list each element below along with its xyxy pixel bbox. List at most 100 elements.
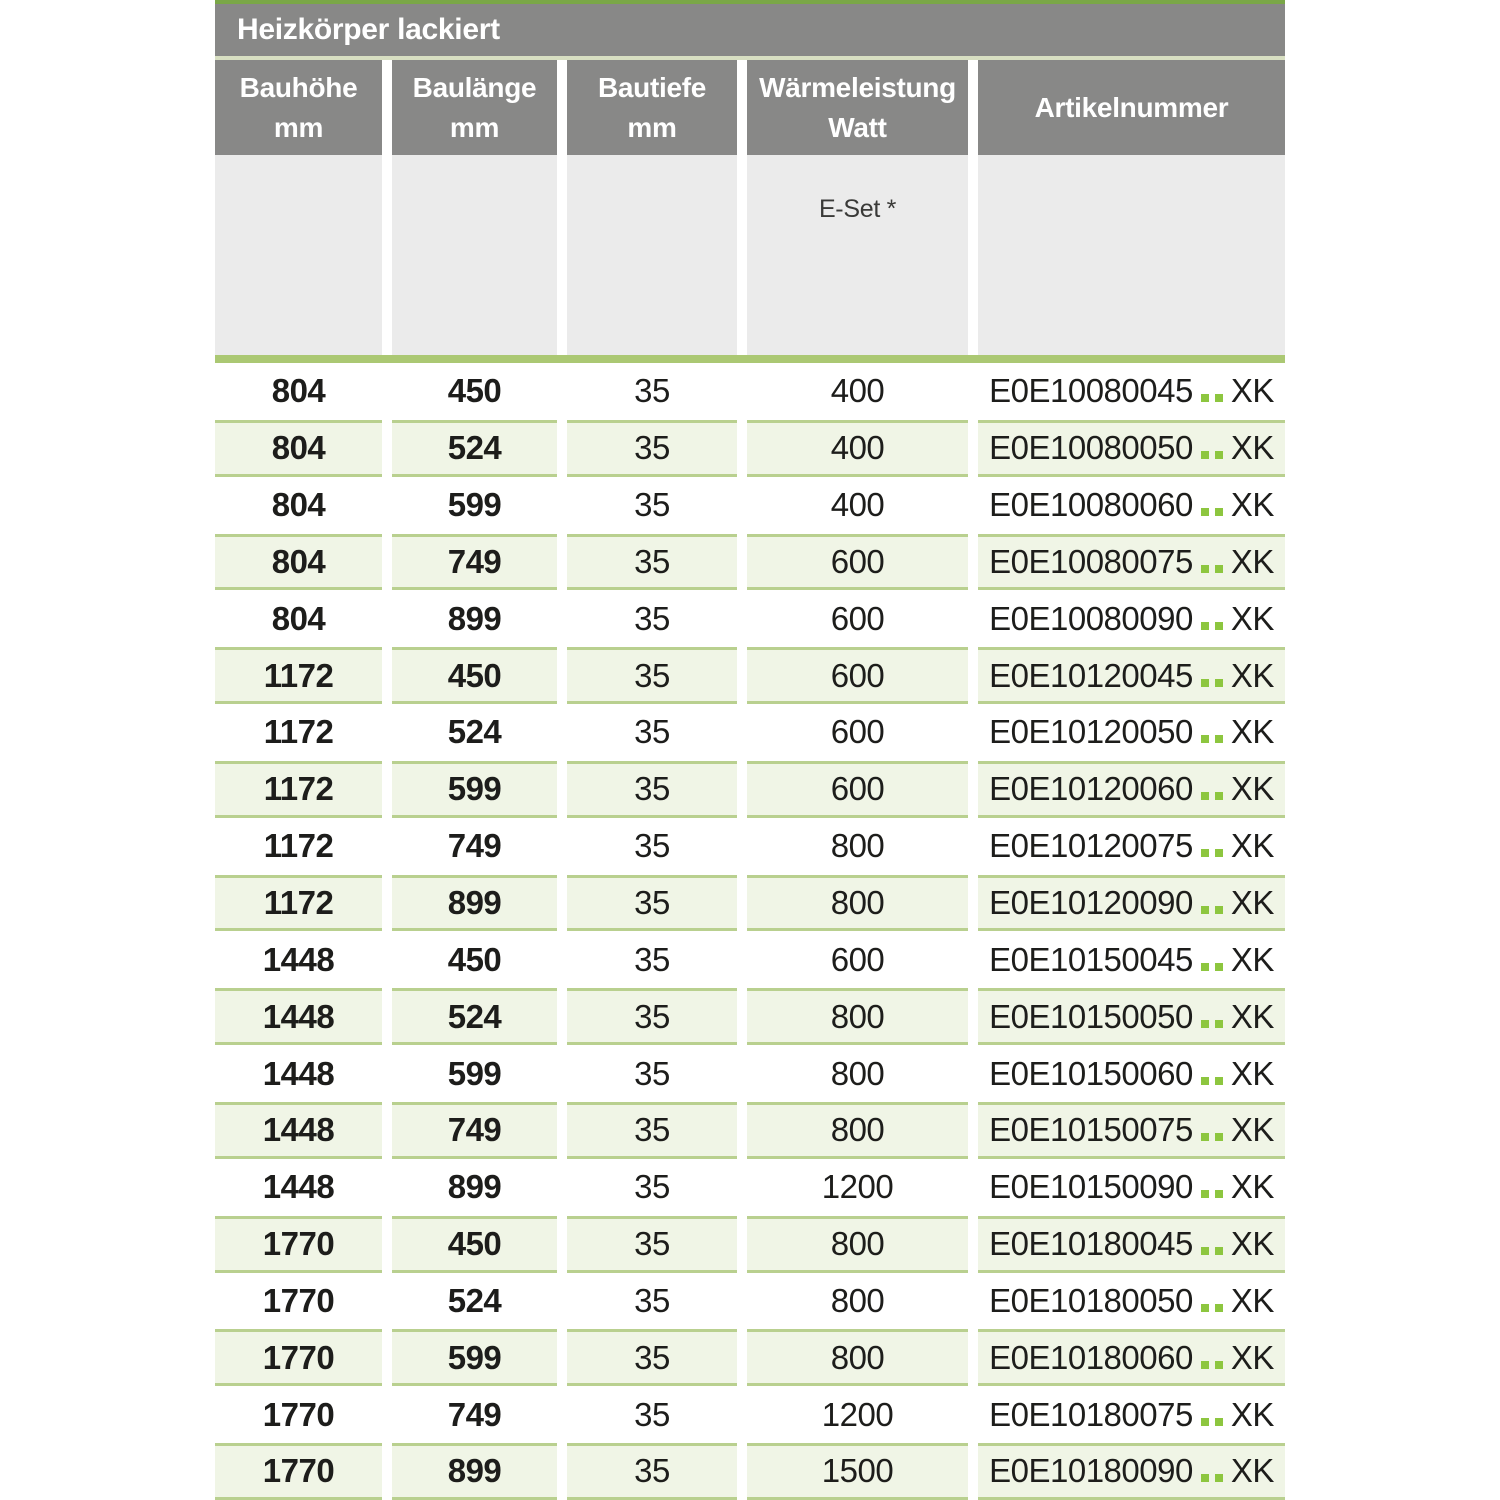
artikelnummer-prefix: E0E10180060 — [989, 1338, 1193, 1376]
cell-artikelnummer: E0E10150050 XK — [978, 988, 1285, 1046]
table-row: 1770 524 35 800 E0E10180050 XK — [215, 1273, 1285, 1330]
table-row: 804 524 35 400 E0E10080050 XK — [215, 419, 1285, 477]
cell-bauhoehe: 1448 — [262, 1168, 335, 1206]
subheader-cell-baulaenge — [392, 155, 557, 355]
green-dot-icon — [1200, 678, 1209, 687]
cell-bautiefe: 35 — [567, 760, 737, 818]
cell-waermeleistung: 1200 — [821, 1395, 894, 1433]
cell-bautiefe: 35 — [634, 1395, 670, 1433]
green-dot-icon — [1214, 792, 1223, 801]
top-accent-line — [215, 0, 1285, 4]
cell-bautiefe: 35 — [567, 533, 737, 591]
cell-artikelnummer: E0E10120060 XK — [978, 760, 1285, 818]
column-header-artikelnummer: Artikelnummer — [978, 60, 1285, 155]
cell-bautiefe: 35 — [567, 988, 737, 1046]
cell-bautiefe: 35 — [567, 1215, 737, 1273]
cell-baulaenge: 749 — [447, 1395, 502, 1433]
cell-artikelnummer: E0E10180075 XK — [978, 1386, 1285, 1443]
artikelnummer-suffix: XK — [1230, 1452, 1275, 1490]
artikelnummer-prefix: E0E10180090 — [989, 1452, 1193, 1490]
cell-baulaenge: 524 — [392, 988, 557, 1046]
cell-bautiefe: 35 — [634, 372, 670, 410]
artikelnummer-prefix: E0E10180050 — [989, 1281, 1193, 1319]
green-dot-icon — [1214, 394, 1223, 403]
green-dot-icon — [1214, 735, 1223, 744]
table-body: 804 450 35 400 E0E10080045 XK 804 524 35 400 E0E10… — [215, 363, 1285, 1500]
cell-waermeleistung: 800 — [830, 1054, 885, 1092]
artikelnummer-text: E0E10180060 XK — [989, 1339, 1274, 1377]
artikelnummer-text: E0E10150075 XK — [989, 1111, 1274, 1149]
header-label-line2: mm — [449, 111, 500, 143]
artikelnummer-text: E0E10080060 XK — [989, 486, 1274, 524]
table-subheader-row: E-Set * — [215, 155, 1285, 355]
artikelnummer-text: E0E10150045 XK — [989, 941, 1274, 979]
green-dot-icon — [1200, 849, 1209, 858]
cell-bauhoehe: 1448 — [262, 940, 335, 978]
artikelnummer-prefix: E0E10150060 — [989, 1054, 1193, 1092]
artikelnummer-text: E0E10120075 XK — [989, 827, 1274, 865]
green-dot-icon — [1200, 621, 1209, 630]
cell-baulaenge: 599 — [447, 1054, 502, 1092]
cell-waermeleistung: 600 — [747, 647, 968, 705]
cell-waermeleistung: 800 — [747, 1215, 968, 1273]
cell-waermeleistung: 400 — [830, 486, 885, 524]
artikelnummer-prefix: E0E10080090 — [989, 599, 1193, 637]
cell-bauhoehe: 1172 — [215, 647, 382, 705]
cell-bautiefe: 35 — [567, 419, 737, 477]
artikelnummer-text: E0E10080045 XK — [989, 372, 1274, 410]
table-row: 1172 450 35 600 E0E10120045 XK — [215, 647, 1285, 705]
cell-artikelnummer: E0E10180050 XK — [978, 1273, 1285, 1330]
artikelnummer-prefix: E0E10080075 — [989, 542, 1193, 580]
cell-waermeleistung: 600 — [830, 940, 885, 978]
cell-waermeleistung: 1500 — [747, 1443, 968, 1500]
title-separator-line — [215, 56, 1285, 60]
green-dot-icon — [1214, 678, 1223, 687]
green-dot-icon — [1200, 1133, 1209, 1142]
artikelnummer-prefix: E0E10180075 — [989, 1395, 1193, 1433]
header-label-line1: Bauhöhe — [239, 71, 358, 103]
cell-artikelnummer: E0E10180060 XK — [978, 1329, 1285, 1387]
cell-bauhoehe: 1172 — [215, 874, 382, 932]
cell-artikelnummer: E0E10120075 XK — [978, 818, 1285, 875]
cell-bautiefe: 35 — [634, 599, 670, 637]
cell-artikelnummer: E0E10080090 XK — [978, 590, 1285, 647]
cell-bauhoehe: 1172 — [263, 827, 334, 865]
cell-baulaenge: 450 — [447, 372, 502, 410]
artikelnummer-suffix: XK — [1230, 1225, 1275, 1263]
green-dot-icon — [1200, 1019, 1209, 1028]
subheader-cell-artikelnummer — [978, 155, 1285, 355]
cell-waermeleistung: 400 — [747, 419, 968, 477]
column-header-bauhoehe: Bauhöhe mm — [215, 60, 382, 155]
artikelnummer-suffix: XK — [1230, 1168, 1275, 1206]
cell-bautiefe: 35 — [634, 486, 670, 524]
artikelnummer-prefix: E0E10080060 — [989, 486, 1193, 524]
artikelnummer-suffix: XK — [1230, 1281, 1275, 1319]
green-dot-icon — [1214, 1190, 1223, 1199]
green-dot-icon — [1214, 1133, 1223, 1142]
artikelnummer-suffix: XK — [1230, 542, 1275, 580]
artikelnummer-prefix: E0E10150075 — [989, 1111, 1193, 1149]
artikelnummer-suffix: XK — [1230, 827, 1275, 865]
green-dot-icon — [1214, 1247, 1223, 1256]
green-dot-icon — [1200, 1474, 1209, 1483]
column-header-baulaenge: Baulänge mm — [392, 60, 557, 155]
artikelnummer-prefix: E0E10080050 — [989, 429, 1193, 467]
cell-baulaenge: 899 — [447, 1168, 502, 1206]
cell-baulaenge: 599 — [392, 1329, 557, 1387]
cell-waermeleistung: 800 — [747, 1329, 968, 1387]
artikelnummer-suffix: XK — [1230, 713, 1275, 751]
subheader-cell-waermeleistung: E-Set * — [747, 155, 968, 355]
cell-bautiefe: 35 — [567, 1101, 737, 1159]
table-row: 804 450 35 400 E0E10080045 XK — [215, 363, 1285, 420]
green-dot-icon — [1200, 1247, 1209, 1256]
artikelnummer-text: E0E10080075 XK — [989, 543, 1274, 581]
green-dot-icon — [1214, 564, 1223, 573]
subheader-cell-bautiefe — [567, 155, 737, 355]
green-dot-icon — [1214, 1360, 1223, 1369]
artikelnummer-prefix: E0E10080045 — [989, 372, 1193, 410]
artikelnummer-text: E0E10080090 XK — [989, 600, 1274, 638]
radiator-spec-table: Heizkörper lackiert Bauhöhe mm Baulänge … — [215, 0, 1285, 1500]
cell-waermeleistung: 600 — [830, 599, 885, 637]
cell-artikelnummer: E0E10080045 XK — [978, 363, 1285, 420]
